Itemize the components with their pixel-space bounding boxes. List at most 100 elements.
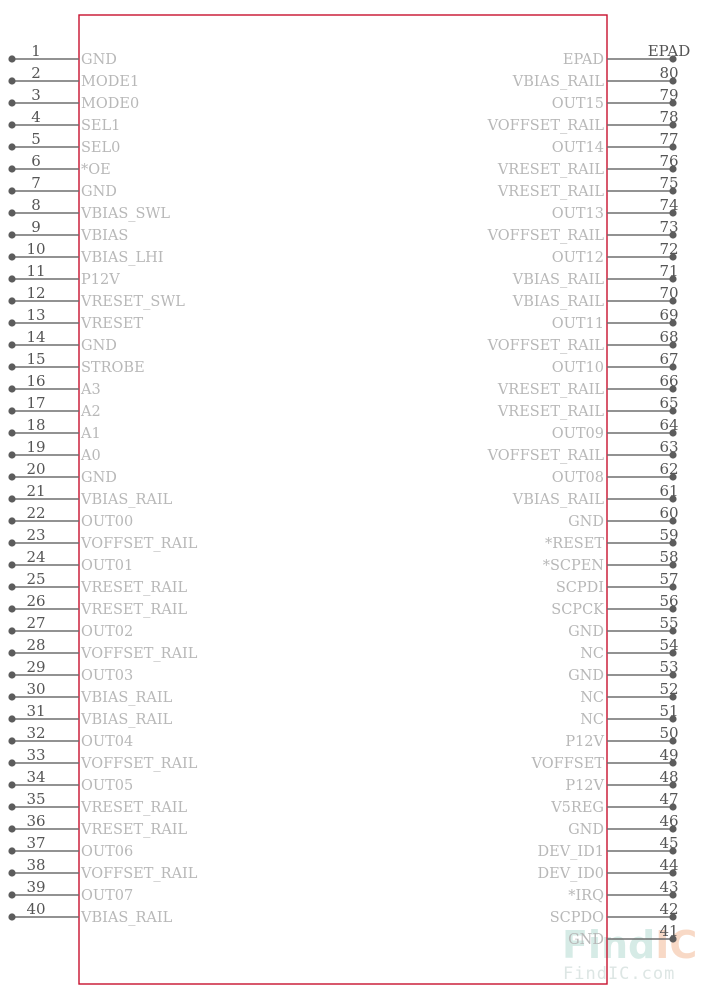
pin-endpoint-dot [669, 275, 677, 283]
pin-number: EPAD [648, 42, 691, 60]
pin-endpoint-dot [8, 737, 16, 745]
pin-endpoint-dot [669, 561, 677, 569]
pin-endpoint-dot [669, 55, 677, 63]
pin-name: VBIAS_RAIL [80, 910, 173, 926]
pin-number: 68 [659, 328, 678, 346]
pin-number: 76 [659, 152, 678, 170]
pin-6: 6 *OE [8, 152, 111, 178]
pin-endpoint-dot [669, 671, 677, 679]
pin-name: SCPCK [551, 602, 605, 618]
pin-endpoint-dot [669, 781, 677, 789]
pin-endpoint-dot [669, 253, 677, 261]
pin-number: 22 [26, 504, 45, 522]
pin-number: 75 [659, 174, 678, 192]
pin-name: EPAD [563, 52, 604, 68]
pin-54: 54 NC [580, 636, 678, 662]
pin-26: 26 VRESET_RAIL [8, 592, 188, 618]
pin-endpoint-dot [8, 869, 16, 877]
pin-31: 31 VBIAS_RAIL [8, 702, 173, 728]
pin-number: 14 [26, 328, 45, 346]
pin-number: 35 [26, 790, 45, 808]
pin-60: 60 GND [568, 504, 678, 530]
pin-endpoint-dot [669, 935, 677, 943]
pin-number: 38 [26, 856, 45, 874]
pin-endpoint-dot [669, 99, 677, 107]
pin-number: 42 [659, 900, 678, 918]
pin-name: VRESET [80, 316, 143, 332]
pin-number: 9 [31, 218, 41, 236]
pin-name: VRESET_RAIL [497, 162, 605, 178]
pin-endpoint-dot [669, 319, 677, 327]
pin-38: 38 VOFFSET_RAIL [8, 856, 198, 882]
pin-endpoint-dot [8, 341, 16, 349]
watermark-logo-accent: IC [655, 923, 697, 967]
pin-endpoint-dot [669, 341, 677, 349]
pin-number: 69 [659, 306, 678, 324]
pin-name: GND [568, 514, 604, 530]
pin-61: 61 VBIAS_RAIL [512, 482, 679, 508]
pin-number: 3 [31, 86, 41, 104]
pin-endpoint-dot [8, 583, 16, 591]
pin-number: 64 [659, 416, 678, 434]
pin-name: VBIAS_RAIL [512, 74, 605, 90]
pin-endpoint-dot [669, 407, 677, 415]
pin-name: VBIAS_RAIL [512, 492, 605, 508]
pin-62: 62 OUT08 [552, 460, 679, 486]
pin-endpoint-dot [669, 803, 677, 811]
pin-number: 5 [31, 130, 41, 148]
pin-50: 50 P12V [565, 724, 678, 750]
pin-67: 67 OUT10 [552, 350, 679, 376]
pin-endpoint-dot [8, 165, 16, 173]
pin-endpoint-dot [669, 165, 677, 173]
pin-name: VBIAS_SWL [80, 206, 170, 222]
pin-number: 78 [659, 108, 678, 126]
pin-name: OUT02 [81, 624, 133, 640]
pin-13: 13 VRESET [8, 306, 143, 332]
pin-72: 72 OUT12 [552, 240, 679, 266]
pin-endpoint-dot [8, 627, 16, 635]
pin-endpoint-dot [669, 737, 677, 745]
pin-21: 21 VBIAS_RAIL [8, 482, 173, 508]
pin-59: 59 *RESET [545, 526, 679, 552]
pin-endpoint-dot [8, 297, 16, 305]
pin-endpoint-dot [669, 495, 677, 503]
pin-number: 59 [659, 526, 678, 544]
pin-endpoint-dot [8, 407, 16, 415]
pin-name: *OE [81, 162, 111, 178]
pin-number: 36 [26, 812, 45, 830]
pin-number: 32 [26, 724, 45, 742]
pin-name: OUT15 [552, 96, 604, 112]
pin-41: 41 GND [568, 922, 678, 948]
pin-name: DEV_ID1 [537, 844, 604, 860]
pin-number: 18 [26, 416, 45, 434]
pin-52: 52 NC [580, 680, 678, 706]
pin-endpoint-dot [8, 517, 16, 525]
pin-endpoint-dot [8, 891, 16, 899]
pin-name: VRESET_RAIL [80, 822, 188, 838]
pin-14: 14 GND [8, 328, 117, 354]
pin-28: 28 VOFFSET_RAIL [8, 636, 198, 662]
pin-55: 55 GND [568, 614, 678, 640]
pin-endpoint-dot [669, 649, 677, 657]
pin-80: 80 VBIAS_RAIL [512, 64, 679, 90]
pin-57: 57 SCPDI [556, 570, 679, 596]
pin-endpoint-dot [669, 869, 677, 877]
pin-number: 77 [659, 130, 678, 148]
pin-number: 23 [26, 526, 45, 544]
pin-name: VOFFSET_RAIL [487, 338, 605, 354]
pin-64: 64 OUT09 [552, 416, 679, 442]
pin-44: 44 DEV_ID0 [537, 856, 678, 882]
pin-name: VOFFSET_RAIL [80, 866, 198, 882]
pin-name: GND [81, 470, 117, 486]
pin-name: OUT03 [81, 668, 133, 684]
pin-name: SEL0 [81, 140, 120, 156]
pin-endpoint-dot [8, 363, 16, 371]
pin-11: 11 P12V [8, 262, 120, 288]
pin-30: 30 VBIAS_RAIL [8, 680, 173, 706]
pin-name: GND [81, 184, 117, 200]
pin-endpoint-dot [669, 583, 677, 591]
pin-number: 34 [26, 768, 45, 786]
pin-endpoint-dot [8, 825, 16, 833]
pin-8: 8 VBIAS_SWL [8, 196, 170, 222]
pin-number: 8 [31, 196, 41, 214]
